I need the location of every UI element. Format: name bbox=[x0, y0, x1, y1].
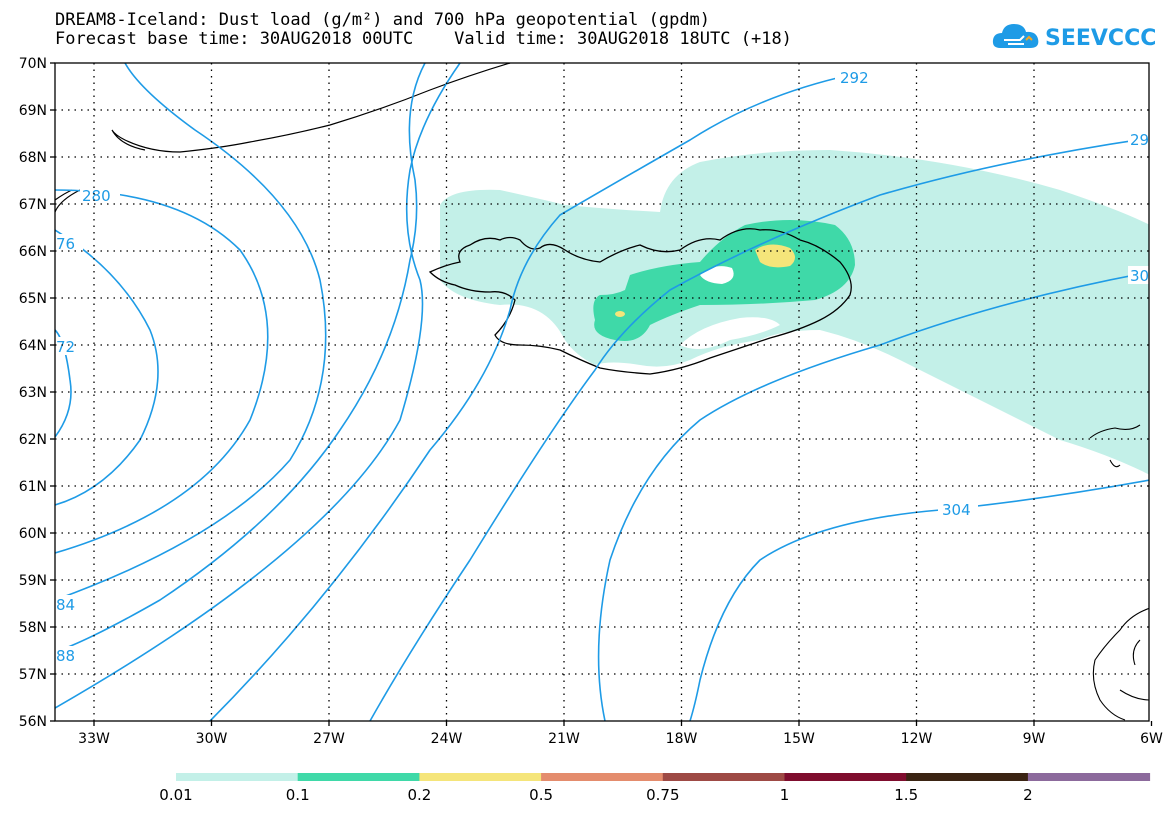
colorbar-swatch bbox=[541, 773, 664, 781]
colorbar-tick-label: 0.75 bbox=[646, 786, 679, 804]
lon-label: 18W bbox=[666, 731, 698, 747]
colorbar: 0.01 0.1 0.2 0.5 0.75 1 1.5 2 bbox=[159, 773, 1151, 804]
grid-lines bbox=[55, 63, 1149, 721]
lat-label: 69N bbox=[19, 103, 47, 119]
map-field: 292 29 280 76 72 84 88 30 304 bbox=[55, 63, 1149, 721]
colorbar-swatch bbox=[176, 773, 299, 781]
colorbar-swatch bbox=[419, 773, 542, 781]
lon-label: 15W bbox=[783, 731, 815, 747]
contour-label-30: 30 bbox=[1130, 267, 1149, 285]
contour-label-76: 76 bbox=[56, 235, 75, 253]
lon-label: 21W bbox=[548, 731, 580, 747]
dust-area-low bbox=[440, 150, 1149, 475]
contour-300 bbox=[597, 271, 1149, 721]
lat-label: 64N bbox=[19, 338, 47, 354]
contour-label-29: 29 bbox=[1130, 131, 1149, 149]
colorbar-tick-label: 0.01 bbox=[159, 786, 192, 804]
colorbar-tick-label: 0.2 bbox=[407, 786, 431, 804]
colorbar-swatch bbox=[1027, 773, 1151, 781]
cloud-icon bbox=[992, 24, 1039, 48]
lat-label: 65N bbox=[19, 291, 47, 307]
contour-label-88: 88 bbox=[56, 647, 75, 665]
lat-label: 63N bbox=[19, 385, 47, 401]
lat-label: 59N bbox=[19, 573, 47, 589]
logo-text: SEEVCCC bbox=[1045, 26, 1157, 51]
greenland-coast bbox=[55, 63, 511, 213]
dust-area-high-small bbox=[615, 311, 625, 317]
lon-label: 33W bbox=[78, 731, 110, 747]
colorbar-tick-label: 1.5 bbox=[894, 786, 918, 804]
contour-288 bbox=[55, 63, 426, 653]
contour-label-280: 280 bbox=[82, 187, 111, 205]
dust-area-high bbox=[755, 244, 795, 268]
map-title-line2: Forecast base time: 30AUG2018 00UTC Vali… bbox=[55, 29, 792, 49]
seevccc-logo: SEEVCCC bbox=[990, 18, 1157, 58]
faroe-coast bbox=[1089, 424, 1141, 468]
lon-label: 12W bbox=[901, 731, 933, 747]
lon-label: 6W bbox=[1140, 731, 1163, 747]
contour-label-84: 84 bbox=[56, 596, 75, 614]
colorbar-tick-label: 1 bbox=[780, 786, 790, 804]
contour-304 bbox=[689, 479, 1149, 721]
contour-296 bbox=[369, 137, 1149, 721]
contour-label-292: 292 bbox=[840, 69, 869, 87]
contour-280 bbox=[55, 189, 269, 554]
dust-gap-south bbox=[680, 317, 780, 349]
lon-label: 9W bbox=[1023, 731, 1046, 747]
lat-label: 67N bbox=[19, 197, 47, 213]
colorbar-swatch bbox=[297, 773, 420, 781]
lat-label: 58N bbox=[19, 620, 47, 636]
latitude-labels: 70N 69N 68N 67N 66N 65N 64N 63N 62N 61N 60N 59N 58N 5… bbox=[19, 56, 55, 730]
contour-292 bbox=[209, 74, 851, 721]
colorbar-swatch bbox=[906, 773, 1029, 781]
lon-label: 24W bbox=[431, 731, 463, 747]
colorbar-tick-label: 2 bbox=[1023, 786, 1033, 804]
lat-label: 68N bbox=[19, 150, 47, 166]
longitude-labels: 33W 30W 27W 24W 21W 18W 15W 12W 9W 6W bbox=[78, 721, 1163, 747]
colorbar-swatch bbox=[662, 773, 785, 781]
lat-label: 61N bbox=[19, 479, 47, 495]
lat-label: 56N bbox=[19, 714, 47, 730]
contour-284 bbox=[55, 63, 327, 601]
colorbar-tick-label: 0.5 bbox=[529, 786, 553, 804]
map-title-line1: DREAM8-Iceland: Dust load (g/m²) and 700… bbox=[55, 10, 711, 30]
contour-label-304: 304 bbox=[942, 501, 971, 519]
lat-label: 60N bbox=[19, 526, 47, 542]
colorbar-tick-label: 0.1 bbox=[286, 786, 310, 804]
dust-gap bbox=[700, 266, 734, 284]
lon-label: 30W bbox=[196, 731, 228, 747]
contour-276 bbox=[55, 229, 159, 506]
contour-288b bbox=[55, 63, 461, 709]
contour-label-72: 72 bbox=[56, 338, 75, 356]
geopotential-contours bbox=[55, 63, 1149, 721]
lon-label: 27W bbox=[313, 731, 345, 747]
colorbar-swatch bbox=[784, 773, 907, 781]
lat-label: 66N bbox=[19, 244, 47, 260]
scotland-coast bbox=[1092, 607, 1149, 721]
lat-label: 62N bbox=[19, 432, 47, 448]
lat-label: 70N bbox=[19, 56, 47, 72]
lat-label: 57N bbox=[19, 667, 47, 683]
